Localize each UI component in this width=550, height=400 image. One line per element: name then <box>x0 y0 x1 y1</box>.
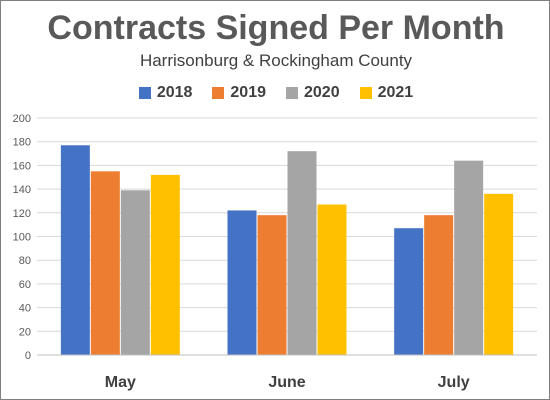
chart-title: Contracts Signed Per Month <box>47 9 505 47</box>
bar-2019-july <box>424 215 454 355</box>
bar-2019-may <box>90 171 120 355</box>
y-tick-label: 60 <box>19 279 31 291</box>
legend-swatch <box>212 87 225 99</box>
y-tick-label: 0 <box>25 350 31 362</box>
y-tick-label: 140 <box>13 184 31 196</box>
bar-2018-june <box>227 210 257 355</box>
legend-swatch <box>138 87 151 99</box>
legend-label: 2020 <box>304 84 340 101</box>
bar-2020-july <box>454 160 484 355</box>
legend-label: 2021 <box>377 84 414 101</box>
chart-subtitle: Harrisonburg & Rockingham County <box>139 51 413 70</box>
legend-item-2020: 2020 <box>286 84 340 102</box>
bar-2020-june <box>287 151 317 355</box>
legend-item-2021: 2021 <box>359 84 414 102</box>
chart-legend: 2018 2019 2020 2021 <box>1 84 549 102</box>
bar-2019-june <box>257 215 287 355</box>
y-tick-label: 180 <box>13 137 31 149</box>
bar-2021-july <box>484 193 514 355</box>
y-tick-label: 80 <box>19 255 31 267</box>
legend-label: 2019 <box>230 84 266 101</box>
x-category-label: May <box>105 374 136 391</box>
x-category-label: July <box>438 374 470 391</box>
legend-swatch <box>359 87 372 99</box>
legend-item-2019: 2019 <box>212 84 266 102</box>
legend-label: 2018 <box>156 84 193 101</box>
y-tick-label: 160 <box>13 160 31 172</box>
y-tick-label: 40 <box>19 303 31 315</box>
y-tick-label: 120 <box>13 208 31 220</box>
y-tick-label: 100 <box>13 232 31 244</box>
bar-2020-may <box>120 190 150 355</box>
x-category-label: June <box>268 374 305 391</box>
y-tick-label: 200 <box>13 113 31 125</box>
bar-2021-june <box>317 204 347 355</box>
bar-2021-may <box>150 174 180 355</box>
bar-2018-july <box>394 228 424 355</box>
legend-swatch <box>286 87 298 99</box>
legend-item-2018: 2018 <box>138 84 193 102</box>
bar-2018-may <box>60 145 90 355</box>
y-tick-label: 20 <box>19 326 31 338</box>
